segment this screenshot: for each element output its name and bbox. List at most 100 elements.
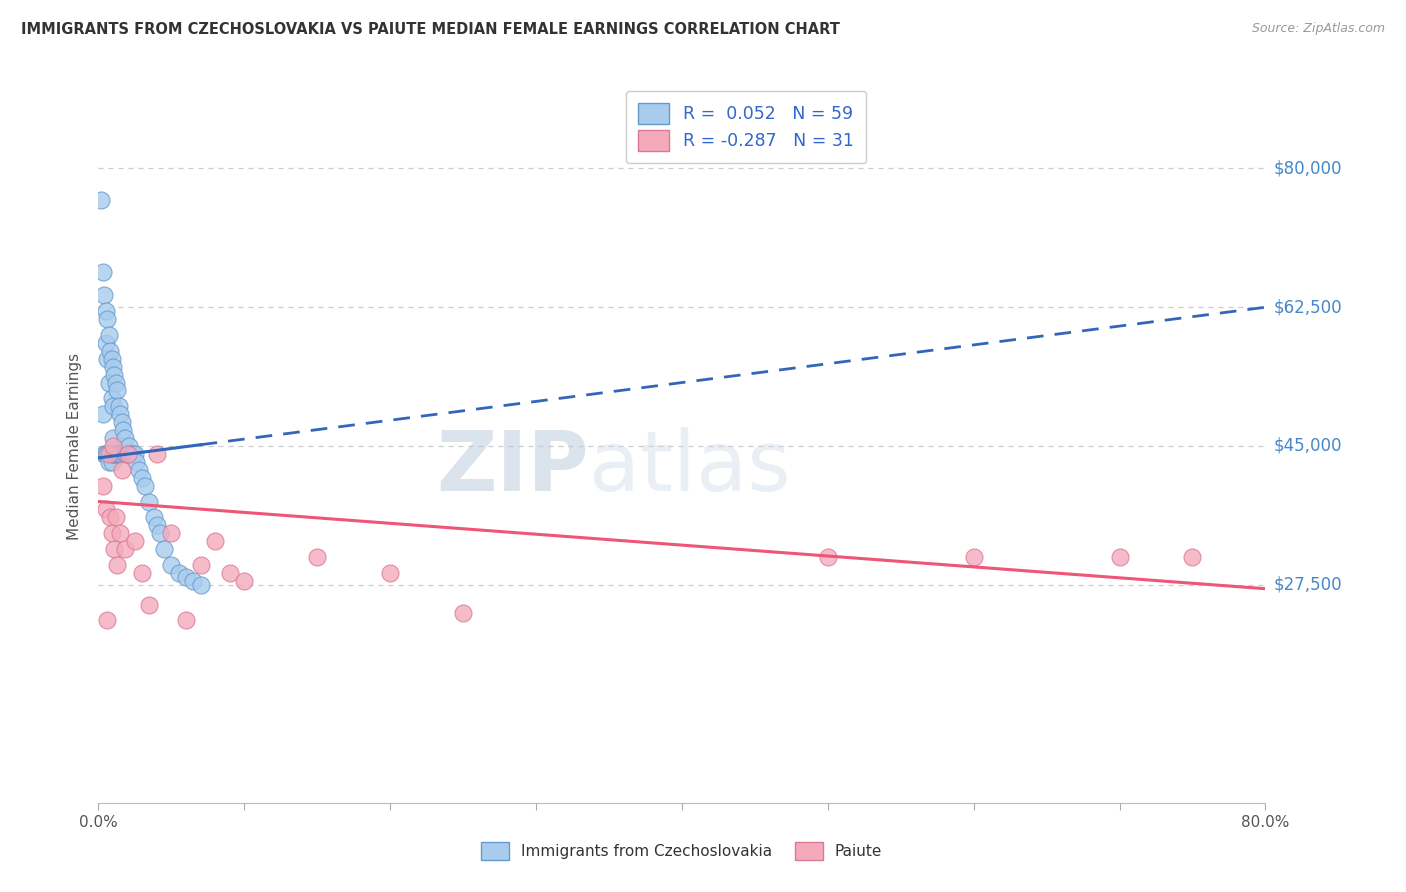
Point: [94, 335, 117, 350]
Point: [174, 614, 197, 628]
Point: [451, 606, 474, 620]
Point: [146, 518, 169, 533]
Point: [114, 447, 136, 461]
Point: [98, 447, 121, 461]
Point: [962, 549, 984, 564]
Point: [105, 558, 128, 572]
Point: [110, 526, 132, 541]
Text: $62,500: $62,500: [1274, 298, 1343, 317]
Point: [111, 463, 134, 477]
Point: [233, 574, 256, 588]
Point: [94, 304, 117, 318]
Point: [114, 431, 136, 445]
Point: [97, 328, 120, 343]
Point: [91, 407, 114, 421]
Point: [91, 478, 114, 492]
Text: $45,000: $45,000: [1274, 437, 1343, 455]
Point: [110, 407, 132, 421]
Point: [103, 447, 125, 461]
Point: [100, 526, 122, 541]
Point: [122, 447, 145, 461]
Point: [104, 376, 127, 390]
Point: [146, 447, 169, 461]
Point: [131, 471, 153, 485]
Point: [104, 510, 127, 524]
Text: ZIP: ZIP: [436, 427, 589, 508]
Point: [101, 400, 124, 414]
Point: [111, 447, 134, 461]
Point: [121, 447, 143, 461]
Text: Source: ZipAtlas.com: Source: ZipAtlas.com: [1251, 22, 1385, 36]
Point: [153, 542, 176, 557]
Point: [149, 526, 172, 541]
Point: [90, 193, 112, 207]
Point: [138, 598, 160, 612]
Point: [190, 558, 212, 572]
Text: $80,000: $80,000: [1274, 160, 1343, 178]
Text: atlas: atlas: [589, 427, 790, 508]
Text: $27,500: $27,500: [1274, 575, 1343, 594]
Point: [124, 534, 146, 549]
Point: [124, 447, 146, 461]
Point: [190, 578, 212, 592]
Point: [105, 384, 128, 398]
Point: [1108, 549, 1130, 564]
Point: [108, 447, 131, 461]
Point: [93, 288, 115, 302]
Point: [91, 264, 114, 278]
Point: [93, 447, 115, 461]
Point: [204, 534, 226, 549]
Point: [96, 447, 118, 461]
Point: [117, 447, 139, 461]
Point: [103, 542, 125, 557]
Point: [307, 549, 329, 564]
Point: [174, 570, 197, 584]
Point: [380, 566, 402, 580]
Point: [96, 312, 118, 326]
Point: [104, 447, 127, 461]
Point: [134, 478, 156, 492]
Point: [98, 510, 121, 524]
Point: [114, 542, 136, 557]
Point: [94, 502, 117, 516]
Point: [118, 439, 141, 453]
Point: [128, 463, 150, 477]
Point: [817, 549, 839, 564]
Text: IMMIGRANTS FROM CZECHOSLOVAKIA VS PAIUTE MEDIAN FEMALE EARNINGS CORRELATION CHAR: IMMIGRANTS FROM CZECHOSLOVAKIA VS PAIUTE…: [21, 22, 839, 37]
Point: [101, 447, 124, 461]
Point: [112, 423, 135, 437]
Point: [94, 447, 117, 461]
Point: [218, 566, 240, 580]
Point: [100, 392, 122, 406]
Point: [98, 343, 121, 358]
Point: [115, 447, 138, 461]
Point: [97, 376, 120, 390]
Point: [125, 455, 148, 469]
Point: [131, 566, 153, 580]
Point: [142, 510, 165, 524]
Point: [100, 351, 122, 366]
Point: [117, 447, 139, 461]
Point: [101, 439, 124, 453]
Point: [96, 351, 118, 366]
Legend: Immigrants from Czechoslovakia, Paiute: Immigrants from Czechoslovakia, Paiute: [475, 836, 889, 866]
Point: [160, 558, 183, 572]
Point: [160, 526, 183, 541]
Point: [105, 447, 128, 461]
Y-axis label: Median Female Earnings: Median Female Earnings: [67, 352, 83, 540]
Point: [103, 368, 125, 382]
Point: [101, 359, 124, 374]
Point: [181, 574, 204, 588]
Point: [120, 447, 142, 461]
Point: [100, 455, 122, 469]
Point: [138, 494, 160, 508]
Point: [111, 415, 134, 429]
Point: [167, 566, 190, 580]
Point: [96, 614, 118, 628]
Point: [108, 400, 131, 414]
Point: [101, 431, 124, 445]
Point: [97, 455, 120, 469]
Point: [1181, 549, 1204, 564]
Point: [110, 447, 132, 461]
Point: [97, 447, 120, 461]
